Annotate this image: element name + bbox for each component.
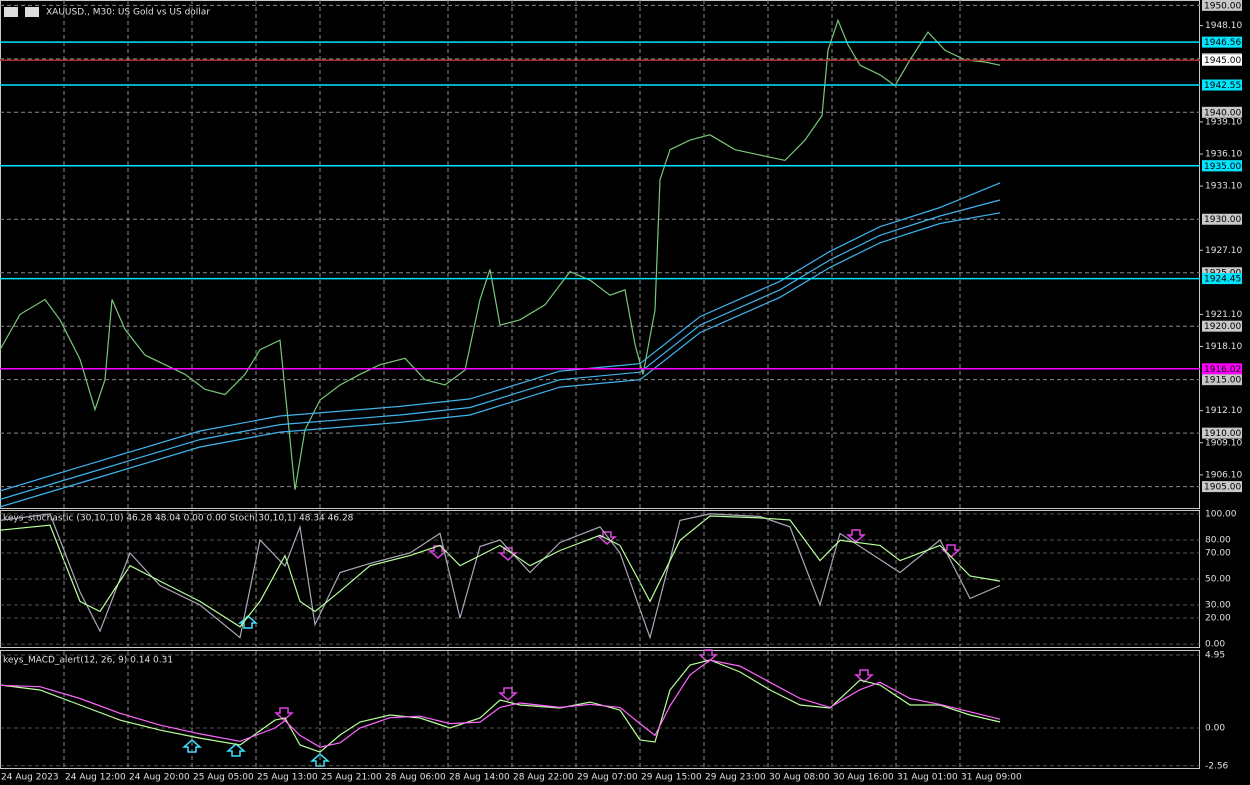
- level-label: 1916.02: [1204, 365, 1241, 375]
- indicator-title: keys_MACD_alert(12, 26, 9) 0.14 0.31: [3, 656, 173, 666]
- level-label: 1942.55: [1204, 81, 1241, 91]
- x-tick-label: 30 Aug 16:00: [833, 773, 894, 783]
- sell-arrow: [274, 707, 294, 721]
- series-line: [0, 18, 1001, 490]
- indicator-title: keys_stochastic (30,10,10) 46.28 48.04 0…: [3, 514, 354, 524]
- series-line: [0, 659, 1001, 748]
- y-tick-label: 0.00: [1205, 724, 1225, 734]
- y-tick-label: 1936.10: [1205, 150, 1242, 160]
- y-tick-label-box: [1202, 267, 1242, 279]
- y-tick-label: 70.00: [1205, 548, 1231, 558]
- x-tick-label: 28 Aug 22:00: [513, 773, 574, 783]
- level-label: 1924.45: [1204, 275, 1241, 285]
- x-tick-label: 31 Aug 01:00: [897, 773, 958, 783]
- level-label-box: [1202, 79, 1242, 91]
- series-line: [0, 182, 1001, 492]
- series-line: [0, 513, 1001, 640]
- series-line: [0, 199, 1001, 500]
- buy-arrow: [226, 743, 246, 757]
- x-tick-label: 29 Aug 07:00: [577, 773, 638, 783]
- y-tick-label-box: [1202, 320, 1242, 332]
- flag-icon: [4, 7, 18, 17]
- y-tick-label: 30.00: [1205, 601, 1231, 611]
- x-tick-label: 28 Aug 06:00: [385, 773, 446, 783]
- chart-icon: [25, 7, 39, 17]
- x-tick-label: 29 Aug 23:00: [705, 773, 766, 783]
- series-line: [0, 515, 1001, 628]
- sell-arrow: [941, 544, 961, 558]
- macd-panel: [0, 650, 1200, 769]
- level-label-box: [1202, 363, 1242, 375]
- x-tick-label: 29 Aug 15:00: [641, 773, 702, 783]
- y-tick-label: 1909.10: [1205, 438, 1242, 448]
- level-label: 1945.00: [1204, 56, 1241, 66]
- x-tick-label: 30 Aug 08:00: [769, 773, 830, 783]
- main-panel: [0, 0, 1200, 509]
- y-tick-label: -2.56: [1205, 761, 1229, 771]
- y-tick-label: 1918.10: [1205, 342, 1242, 352]
- y-tick-label-box: [1202, 106, 1242, 118]
- y-tick-label: 20.00: [1205, 614, 1231, 624]
- y-tick-label: 1906.10: [1205, 470, 1242, 480]
- x-tick-label: 31 Aug 09:00: [961, 773, 1022, 783]
- level-label-box: [1202, 160, 1242, 172]
- buy-arrow: [310, 753, 330, 767]
- y-tick-label: 50.00: [1205, 575, 1231, 585]
- buy-arrow: [182, 739, 202, 753]
- y-tick-label: 1927.10: [1205, 246, 1242, 256]
- x-tick-label: 24 Aug 2023: [1, 773, 59, 783]
- y-tick-label: 1905.00: [1204, 483, 1241, 493]
- level-label-box: [1202, 54, 1242, 66]
- y-tick-label: 1933.10: [1205, 182, 1242, 192]
- chart-title: XAUUSD., M30: US Gold vs US dollar: [46, 8, 210, 18]
- symbol-icons: [4, 7, 39, 17]
- y-tick-label-box: [1202, 0, 1242, 11]
- level-label-box: [1202, 273, 1242, 285]
- y-tick-label: 1939.10: [1205, 117, 1242, 127]
- level-label: 1935.00: [1204, 162, 1241, 172]
- y-tick-label-box: [1202, 213, 1242, 225]
- x-tick-label: 24 Aug 12:00: [65, 773, 126, 783]
- y-tick-label: 1921.10: [1205, 310, 1242, 320]
- y-tick-label: 1920.00: [1204, 322, 1241, 332]
- y-tick-label: 1910.00: [1204, 429, 1241, 439]
- y-tick-label-box: [1202, 374, 1242, 386]
- y-tick-label: 1940.00: [1204, 108, 1241, 118]
- sell-arrow: [846, 529, 866, 543]
- y-tick-label: 1950.00: [1204, 1, 1241, 11]
- x-tick-label: 24 Aug 20:00: [129, 773, 190, 783]
- y-tick-label: 0.00: [1205, 640, 1225, 650]
- y-tick-label: 1915.00: [1204, 376, 1241, 386]
- y-tick-label: 1912.10: [1205, 406, 1242, 416]
- x-tick-label: 25 Aug 05:00: [193, 773, 254, 783]
- x-tick-label: 28 Aug 14:00: [449, 773, 510, 783]
- y-tick-label: 100.00: [1205, 509, 1237, 519]
- series-line: [0, 212, 1001, 508]
- y-tick-label: 1948.10: [1205, 21, 1242, 31]
- level-label: 1946.56: [1204, 38, 1241, 48]
- y-tick-label: 4.95: [1205, 651, 1225, 661]
- x-tick-label: 25 Aug 21:00: [321, 773, 382, 783]
- y-tick-label-box: [1202, 427, 1242, 439]
- y-tick-label: 80.00: [1205, 535, 1231, 545]
- x-tick-label: 25 Aug 13:00: [257, 773, 318, 783]
- y-tick-label-box: [1202, 481, 1242, 493]
- level-label-box: [1202, 36, 1242, 48]
- y-tick-label: 1930.00: [1204, 215, 1241, 225]
- sell-arrow: [854, 669, 874, 683]
